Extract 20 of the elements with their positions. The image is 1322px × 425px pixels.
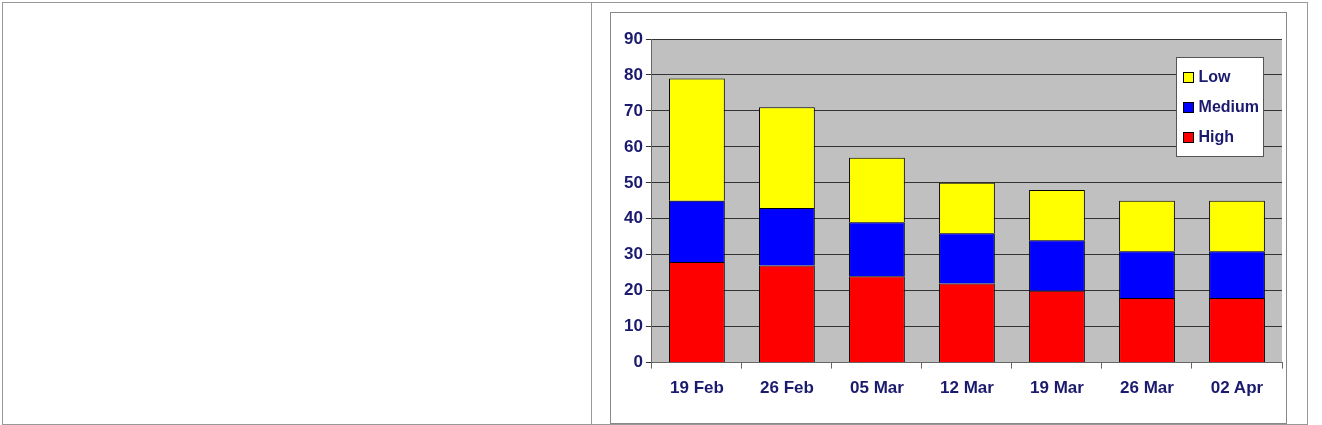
legend-label: High: [1198, 128, 1235, 146]
y-tick-label: 40: [623, 208, 643, 228]
legend-label: Medium: [1198, 98, 1259, 116]
x-tick-label: 26 Feb: [760, 378, 814, 398]
x-tick-label: 19 Feb: [669, 378, 724, 398]
y-tick-label: 90: [623, 28, 643, 48]
y-tick-label: 0: [633, 352, 643, 372]
legend-label: Low: [1198, 68, 1231, 86]
y-tick-label: 70: [623, 100, 643, 120]
y-tick-label: 80: [623, 64, 643, 84]
y-tick-label: 50: [623, 172, 643, 192]
y-tick-label: 10: [623, 316, 643, 336]
x-tick-label: 02 Apr: [1210, 378, 1264, 398]
x-tick-label: 26 Mar: [1120, 378, 1175, 398]
y-tick-label: 30: [623, 244, 643, 264]
y-tick-label: 20: [623, 280, 643, 300]
x-tick-label: 12 Mar: [940, 378, 995, 398]
y-tick-label: 60: [623, 136, 643, 156]
x-tick-label: 19 Mar: [1030, 378, 1085, 398]
x-tick-label: 05 Mar: [850, 378, 905, 398]
